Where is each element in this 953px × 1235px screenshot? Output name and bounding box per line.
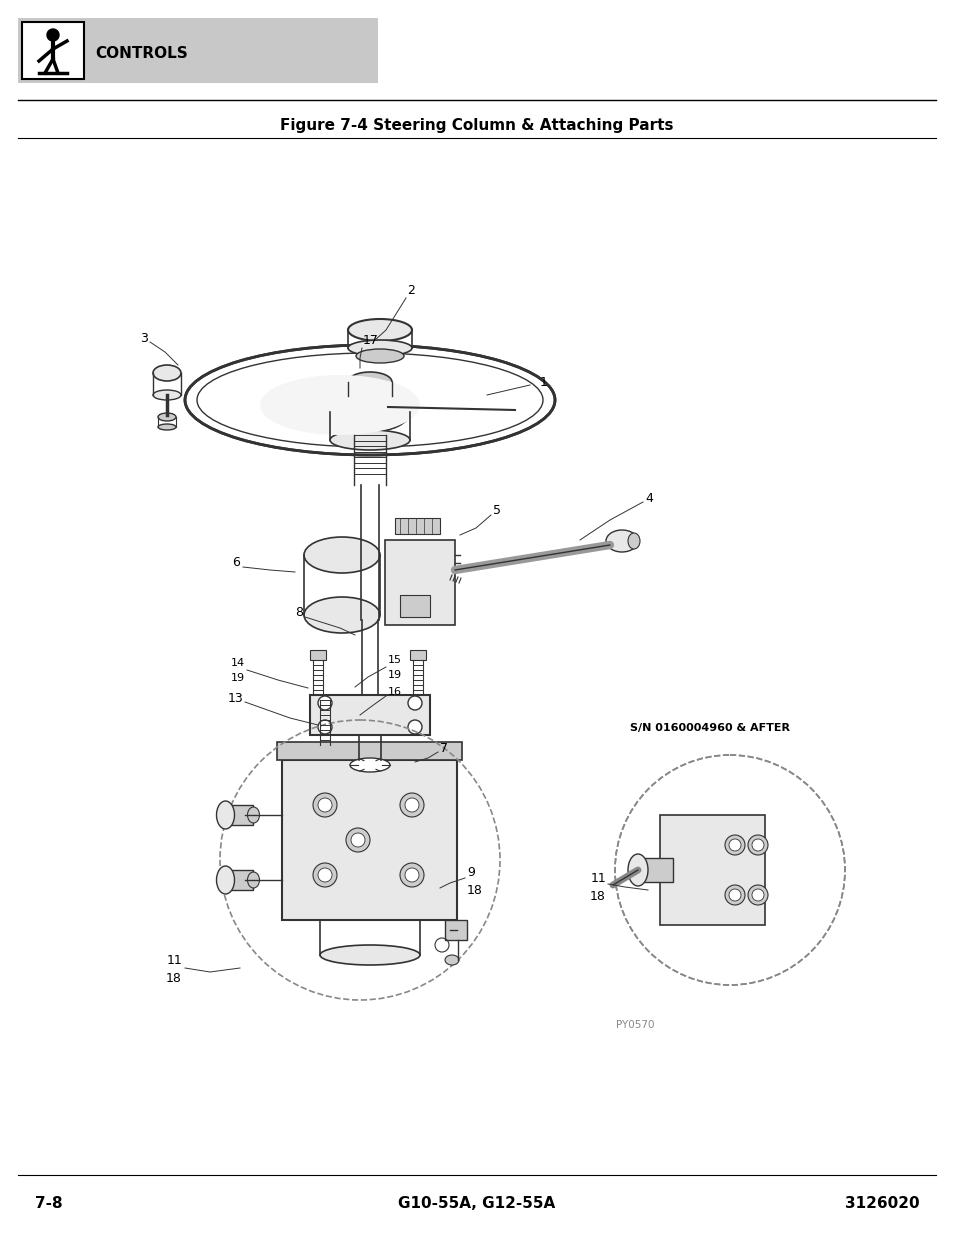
- Text: CONTROLS: CONTROLS: [95, 47, 188, 62]
- Text: 16: 16: [388, 687, 401, 697]
- Circle shape: [313, 793, 336, 818]
- Bar: [395, 517, 439, 534]
- Circle shape: [399, 863, 423, 887]
- Text: 3: 3: [140, 331, 148, 345]
- Circle shape: [346, 827, 370, 852]
- Circle shape: [47, 28, 59, 41]
- Text: 11: 11: [590, 872, 605, 884]
- Text: 3126020: 3126020: [844, 1195, 919, 1210]
- Text: 19: 19: [388, 671, 402, 680]
- Circle shape: [724, 885, 744, 905]
- Circle shape: [728, 839, 740, 851]
- Text: 2: 2: [407, 284, 415, 296]
- Ellipse shape: [355, 350, 403, 363]
- Bar: [399, 595, 430, 618]
- Text: Figure 7-4 Steering Column & Attaching Parts: Figure 7-4 Steering Column & Attaching P…: [280, 119, 673, 133]
- Circle shape: [747, 835, 767, 855]
- Ellipse shape: [627, 534, 639, 550]
- Text: 17: 17: [363, 333, 378, 347]
- Bar: [310, 695, 430, 735]
- Ellipse shape: [216, 802, 234, 829]
- Text: 18: 18: [467, 883, 482, 897]
- Ellipse shape: [152, 390, 181, 400]
- Text: G10-55A, G12-55A: G10-55A, G12-55A: [398, 1195, 555, 1210]
- Ellipse shape: [304, 537, 379, 573]
- Bar: [638, 858, 672, 882]
- Bar: [282, 760, 457, 920]
- Circle shape: [747, 885, 767, 905]
- Circle shape: [728, 889, 740, 902]
- Text: 4: 4: [644, 492, 652, 505]
- Circle shape: [351, 832, 365, 847]
- Circle shape: [405, 868, 418, 882]
- Ellipse shape: [319, 945, 419, 965]
- Ellipse shape: [348, 372, 392, 391]
- Circle shape: [317, 697, 332, 710]
- Circle shape: [313, 863, 336, 887]
- Ellipse shape: [304, 597, 379, 634]
- Ellipse shape: [152, 366, 181, 382]
- Text: 18: 18: [590, 889, 605, 903]
- Text: 9: 9: [467, 866, 475, 878]
- Text: 5: 5: [493, 504, 500, 516]
- Ellipse shape: [247, 806, 259, 823]
- Text: 14: 14: [231, 658, 245, 668]
- Circle shape: [751, 889, 763, 902]
- Circle shape: [408, 720, 421, 734]
- Ellipse shape: [330, 391, 410, 432]
- Ellipse shape: [158, 412, 175, 421]
- Text: 7-8: 7-8: [35, 1195, 63, 1210]
- Bar: [277, 742, 462, 760]
- Bar: [410, 650, 426, 659]
- Text: 13: 13: [227, 692, 243, 704]
- Ellipse shape: [158, 424, 175, 430]
- Bar: [225, 805, 253, 825]
- Ellipse shape: [348, 319, 412, 341]
- Ellipse shape: [350, 758, 390, 772]
- Ellipse shape: [216, 866, 234, 894]
- Text: 7: 7: [439, 741, 448, 755]
- Circle shape: [399, 793, 423, 818]
- Ellipse shape: [330, 430, 410, 450]
- Ellipse shape: [444, 955, 458, 965]
- Ellipse shape: [627, 853, 647, 885]
- Circle shape: [317, 798, 332, 811]
- Ellipse shape: [348, 340, 412, 356]
- Text: 11: 11: [166, 953, 182, 967]
- Text: 15: 15: [388, 655, 401, 664]
- Ellipse shape: [260, 375, 419, 435]
- Text: S/N 0160004960 & AFTER: S/N 0160004960 & AFTER: [629, 722, 789, 734]
- Text: 8: 8: [294, 606, 303, 620]
- Circle shape: [751, 839, 763, 851]
- Circle shape: [724, 835, 744, 855]
- Circle shape: [405, 798, 418, 811]
- Text: 18: 18: [166, 972, 182, 984]
- Bar: [385, 540, 455, 625]
- Ellipse shape: [605, 530, 638, 552]
- Bar: [659, 815, 764, 925]
- Bar: [310, 650, 326, 659]
- Text: PY0570: PY0570: [615, 1020, 654, 1030]
- Bar: [22, 22, 84, 79]
- Circle shape: [317, 720, 332, 734]
- Ellipse shape: [615, 755, 844, 986]
- Ellipse shape: [247, 872, 259, 888]
- Text: 19: 19: [231, 673, 245, 683]
- Text: 6: 6: [232, 557, 240, 569]
- Circle shape: [317, 868, 332, 882]
- Bar: [225, 869, 253, 890]
- Text: 1: 1: [539, 377, 547, 389]
- Ellipse shape: [348, 388, 392, 404]
- Circle shape: [408, 697, 421, 710]
- Bar: [18, 19, 377, 83]
- Bar: [444, 920, 467, 940]
- Circle shape: [317, 746, 332, 760]
